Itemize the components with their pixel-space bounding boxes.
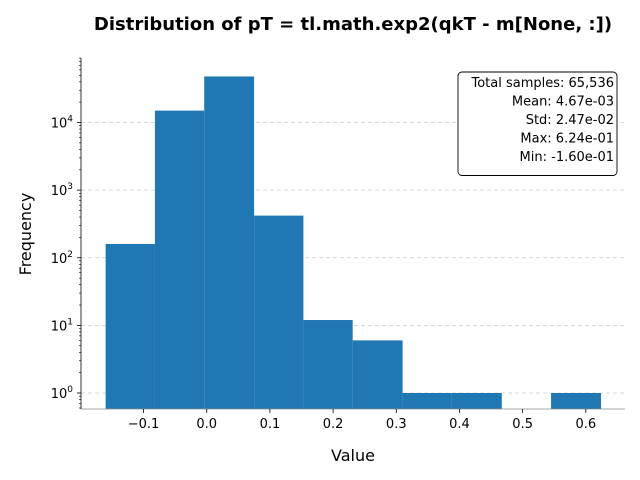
x-axis-label: Value [331, 446, 375, 465]
y-tick-label-4: 104 [51, 115, 74, 132]
stats-box-frame [457, 71, 618, 176]
histogram-bar-1 [154, 110, 205, 409]
histogram-bar-9 [551, 393, 601, 409]
histogram-bar-0 [105, 243, 155, 409]
x-tick-label-1: 0.0 [196, 417, 217, 432]
histogram-bars [105, 76, 601, 409]
chart-title: Distribution of pT = tl.math.exp2(qkT - … [94, 14, 612, 35]
histogram-bar-4 [303, 320, 353, 409]
y-tick-label-0: 100 [51, 385, 74, 402]
histogram-bar-3 [254, 215, 304, 409]
histogram-bar-6 [402, 393, 452, 409]
x-tick-label-5: 0.4 [449, 417, 470, 432]
stats-line-4: Min: -1.60e-01 [520, 150, 614, 165]
x-tick-label-3: 0.2 [323, 417, 344, 432]
histogram-bar-7 [451, 393, 502, 409]
x-tick-label-6: 0.5 [512, 417, 533, 432]
stats-line-1: Mean: 4.67e-03 [512, 95, 614, 110]
axes [80, 58, 625, 410]
y-tick-label-1: 101 [51, 317, 73, 334]
stats-box: Total samples: 65,536 Mean: 4.67e-03 Std: … [457, 71, 618, 176]
x-axis-ticks: −0.1 0.0 0.1 0.2 0.3 0.4 0.5 0.6 [128, 409, 596, 432]
stats-line-0: Total samples: 65,536 [470, 76, 614, 91]
histogram-bar-5 [352, 340, 403, 409]
y-axis-label: Frequency [16, 193, 35, 276]
stats-line-3: Max: 6.24e-01 [520, 132, 614, 147]
y-tick-label-2: 102 [51, 250, 73, 267]
x-tick-label-7: 0.6 [575, 417, 596, 432]
x-tick-label-4: 0.3 [386, 417, 407, 432]
y-tick-label-3: 103 [51, 182, 73, 199]
y-axis-ticks: 100 101 102 103 104 [51, 57, 81, 409]
stats-line-2: Std: 2.47e-02 [526, 113, 614, 128]
histogram-bar-2 [204, 76, 255, 409]
x-tick-label-0: −0.1 [128, 417, 160, 432]
x-tick-label-2: 0.1 [260, 417, 281, 432]
